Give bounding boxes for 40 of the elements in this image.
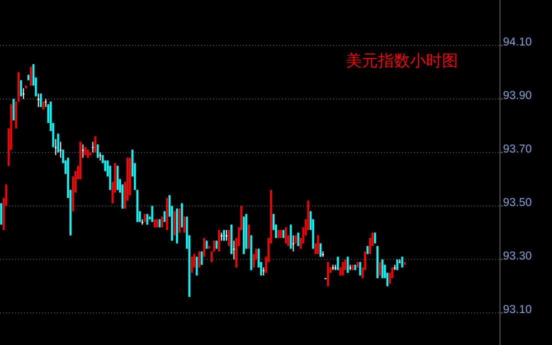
candlestick bbox=[82, 144, 84, 158]
y-tick-label: 93.30 bbox=[503, 250, 532, 262]
candlestick bbox=[401, 256, 404, 268]
candlestick bbox=[342, 262, 344, 276]
text: 美元指数小时图 bbox=[346, 51, 458, 70]
candlestick bbox=[151, 205, 154, 222]
y-tick-label: 94.10 bbox=[503, 36, 532, 48]
candlestick bbox=[284, 226, 287, 244]
candlestick bbox=[22, 88, 25, 100]
candlestick bbox=[161, 216, 164, 228]
candlestick bbox=[37, 93, 40, 108]
candlestick bbox=[213, 240, 216, 252]
candlestick bbox=[228, 230, 230, 247]
candlestick bbox=[359, 262, 362, 276]
y-tick-label: 93.50 bbox=[503, 196, 532, 209]
candlestick bbox=[203, 238, 206, 258]
candlestick bbox=[60, 141, 62, 158]
y-tick-label: 93.70 bbox=[503, 143, 532, 156]
candlestick bbox=[336, 256, 339, 271]
candlestick bbox=[196, 256, 198, 276]
candlestick bbox=[54, 138, 57, 156]
y-tick-label: 93.90 bbox=[503, 90, 532, 102]
candlestick bbox=[94, 136, 96, 153]
candlestick bbox=[20, 80, 22, 97]
candlestick bbox=[92, 141, 94, 153]
candlestick bbox=[57, 133, 60, 153]
candlestick bbox=[225, 230, 228, 242]
candlestick bbox=[96, 144, 99, 158]
candlestick bbox=[12, 98, 15, 121]
candlestick bbox=[190, 256, 193, 274]
y-tick-label: 93.10 bbox=[503, 304, 532, 316]
candlestick bbox=[378, 262, 381, 276]
candlestick bbox=[297, 232, 300, 247]
candlestick bbox=[346, 256, 349, 274]
candlestick bbox=[200, 250, 203, 266]
candlestick bbox=[218, 230, 220, 252]
candlestick bbox=[40, 93, 42, 108]
candlestick bbox=[232, 240, 235, 260]
candlestick bbox=[183, 216, 186, 234]
candlestick bbox=[292, 234, 294, 252]
